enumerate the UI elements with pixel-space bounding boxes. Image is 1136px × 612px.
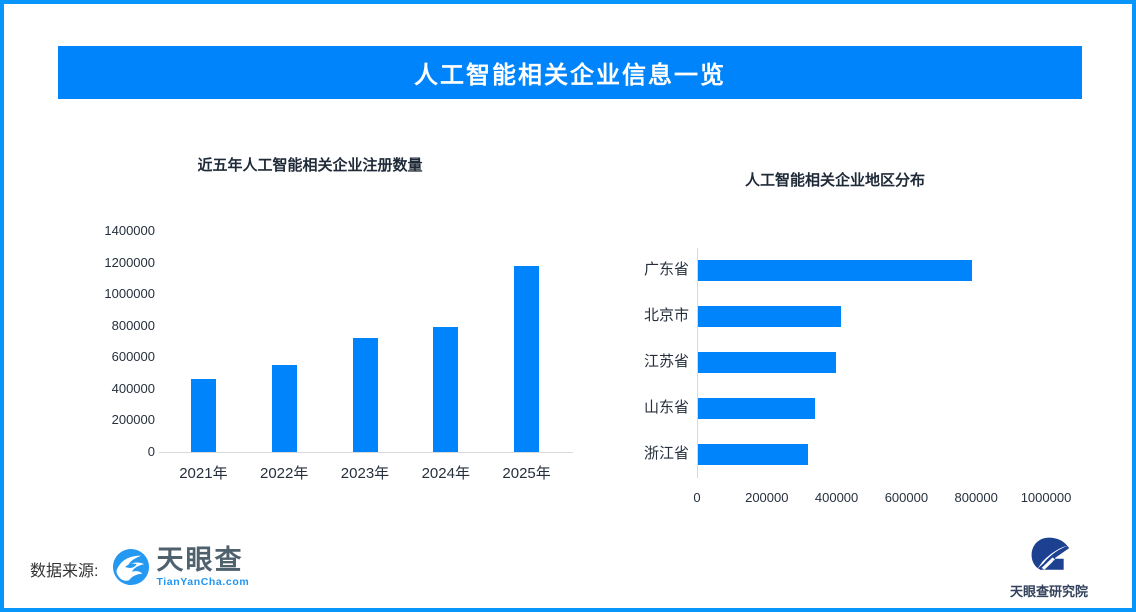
y-tick-label: 1400000 — [104, 223, 155, 238]
registration-bar-2022年 — [271, 365, 297, 452]
research-institute-logo-icon — [1031, 537, 1070, 571]
right-chart-title: 人工智能相关企业地区分布 — [744, 172, 925, 189]
registration-bar-2024年 — [433, 327, 459, 452]
page-title: 人工智能相关企业信息一览 — [414, 62, 726, 89]
header-banner: 人工智能相关企业信息一览 — [58, 46, 1082, 99]
x-category-label: 2021年 — [179, 465, 228, 482]
x-tick-label: 0 — [693, 489, 701, 505]
tianyancha-name: 天眼查 — [156, 544, 244, 575]
region-label: 广东省 — [643, 260, 689, 278]
x-category-label: 2023年 — [340, 465, 390, 482]
x-tick-label: 1000000 — [1020, 489, 1072, 505]
region-bar-浙江省 — [698, 444, 808, 466]
right-chart-axis — [697, 248, 698, 478]
registration-bar-2023年 — [352, 338, 378, 452]
region-bar-广东省 — [698, 260, 972, 282]
tianyancha-logo-icon — [113, 548, 150, 586]
region-bar-江苏省 — [698, 352, 836, 374]
x-category-label: 2024年 — [421, 465, 470, 482]
data-source-row: 数据来源: 天眼查 TianYanCha.com — [30, 537, 249, 597]
left-chart-baseline — [159, 452, 573, 453]
left-chart-title: 近五年人工智能相关企业注册数量 — [197, 157, 423, 174]
registration-bar-2021年 — [190, 379, 216, 452]
region-label: 北京市 — [643, 306, 689, 324]
y-tick-label: 1200000 — [104, 254, 155, 270]
region-label: 浙江省 — [643, 444, 689, 462]
data-source-label: 数据来源: — [30, 563, 99, 580]
x-tick-label: 600000 — [884, 489, 929, 505]
research-institute-logo: 天眼查研究院 — [1003, 535, 1095, 600]
y-tick-label: 800000 — [111, 317, 155, 333]
registration-bar-2025年 — [514, 265, 540, 452]
region-label: 江苏省 — [643, 352, 689, 370]
y-tick-label: 1000000 — [104, 286, 155, 302]
x-category-label: 2025年 — [502, 465, 551, 482]
y-tick-label: 600000 — [111, 349, 155, 365]
x-category-label: 2022年 — [260, 465, 309, 482]
research-institute-name: 天眼查研究院 — [1009, 584, 1088, 599]
x-tick-label: 800000 — [954, 489, 998, 505]
y-tick-label: 400000 — [111, 380, 155, 396]
tianyancha-wordmark: 天眼查 TianYanCha.com — [156, 544, 250, 588]
region-bar-北京市 — [698, 306, 842, 328]
y-tick-label: 0 — [147, 444, 155, 459]
x-tick-label: 200000 — [745, 489, 789, 505]
tianyancha-domain: TianYanCha.com — [156, 575, 250, 588]
tianyancha-logo: 天眼查 TianYanCha.com — [112, 544, 250, 588]
y-tick-label: 200000 — [111, 412, 155, 428]
region-bar-山东省 — [698, 398, 815, 420]
x-tick-label: 400000 — [814, 489, 859, 505]
region-label: 山东省 — [643, 398, 689, 416]
